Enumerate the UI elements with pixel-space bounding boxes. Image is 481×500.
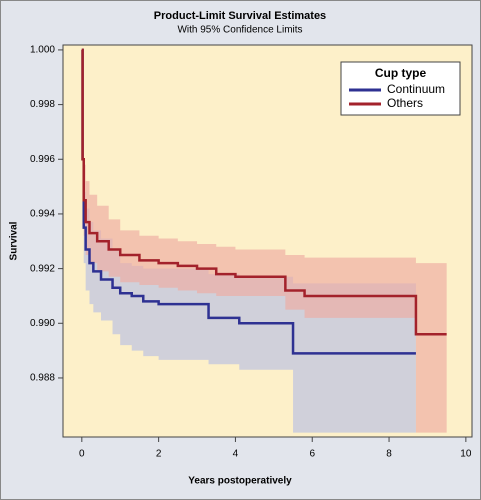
y-tick-label: 0.996 (30, 154, 55, 165)
y-tick-label: 0.990 (30, 318, 55, 329)
legend-label: Continuum (387, 82, 445, 96)
confidence-band (81, 49, 416, 433)
x-tick-label: 0 (79, 449, 85, 460)
x-tick-label: 2 (156, 449, 162, 460)
y-tick-label: 0.988 (30, 373, 55, 384)
legend-title: Cup type (375, 66, 427, 80)
x-axis-label: Years postoperatively (188, 476, 292, 487)
survival-line (81, 48, 447, 336)
chart-subtitle: With 95% Confidence Limits (177, 25, 302, 36)
survival-line (81, 48, 416, 355)
x-tick-label: 8 (386, 449, 392, 460)
y-axis-label: Survival (9, 221, 20, 260)
chart-title: Product-Limit Survival Estimates (154, 10, 326, 22)
x-tick-label: 4 (233, 449, 239, 460)
x-tick-label: 6 (309, 449, 315, 460)
y-tick-label: 0.992 (30, 263, 55, 274)
y-tick-label: 0.994 (30, 209, 55, 220)
y-tick-label: 1.000 (30, 45, 55, 56)
confidence-band (81, 49, 447, 433)
x-tick-label: 10 (460, 449, 472, 460)
legend-label: Others (387, 96, 423, 110)
y-tick-label: 0.998 (30, 99, 55, 110)
